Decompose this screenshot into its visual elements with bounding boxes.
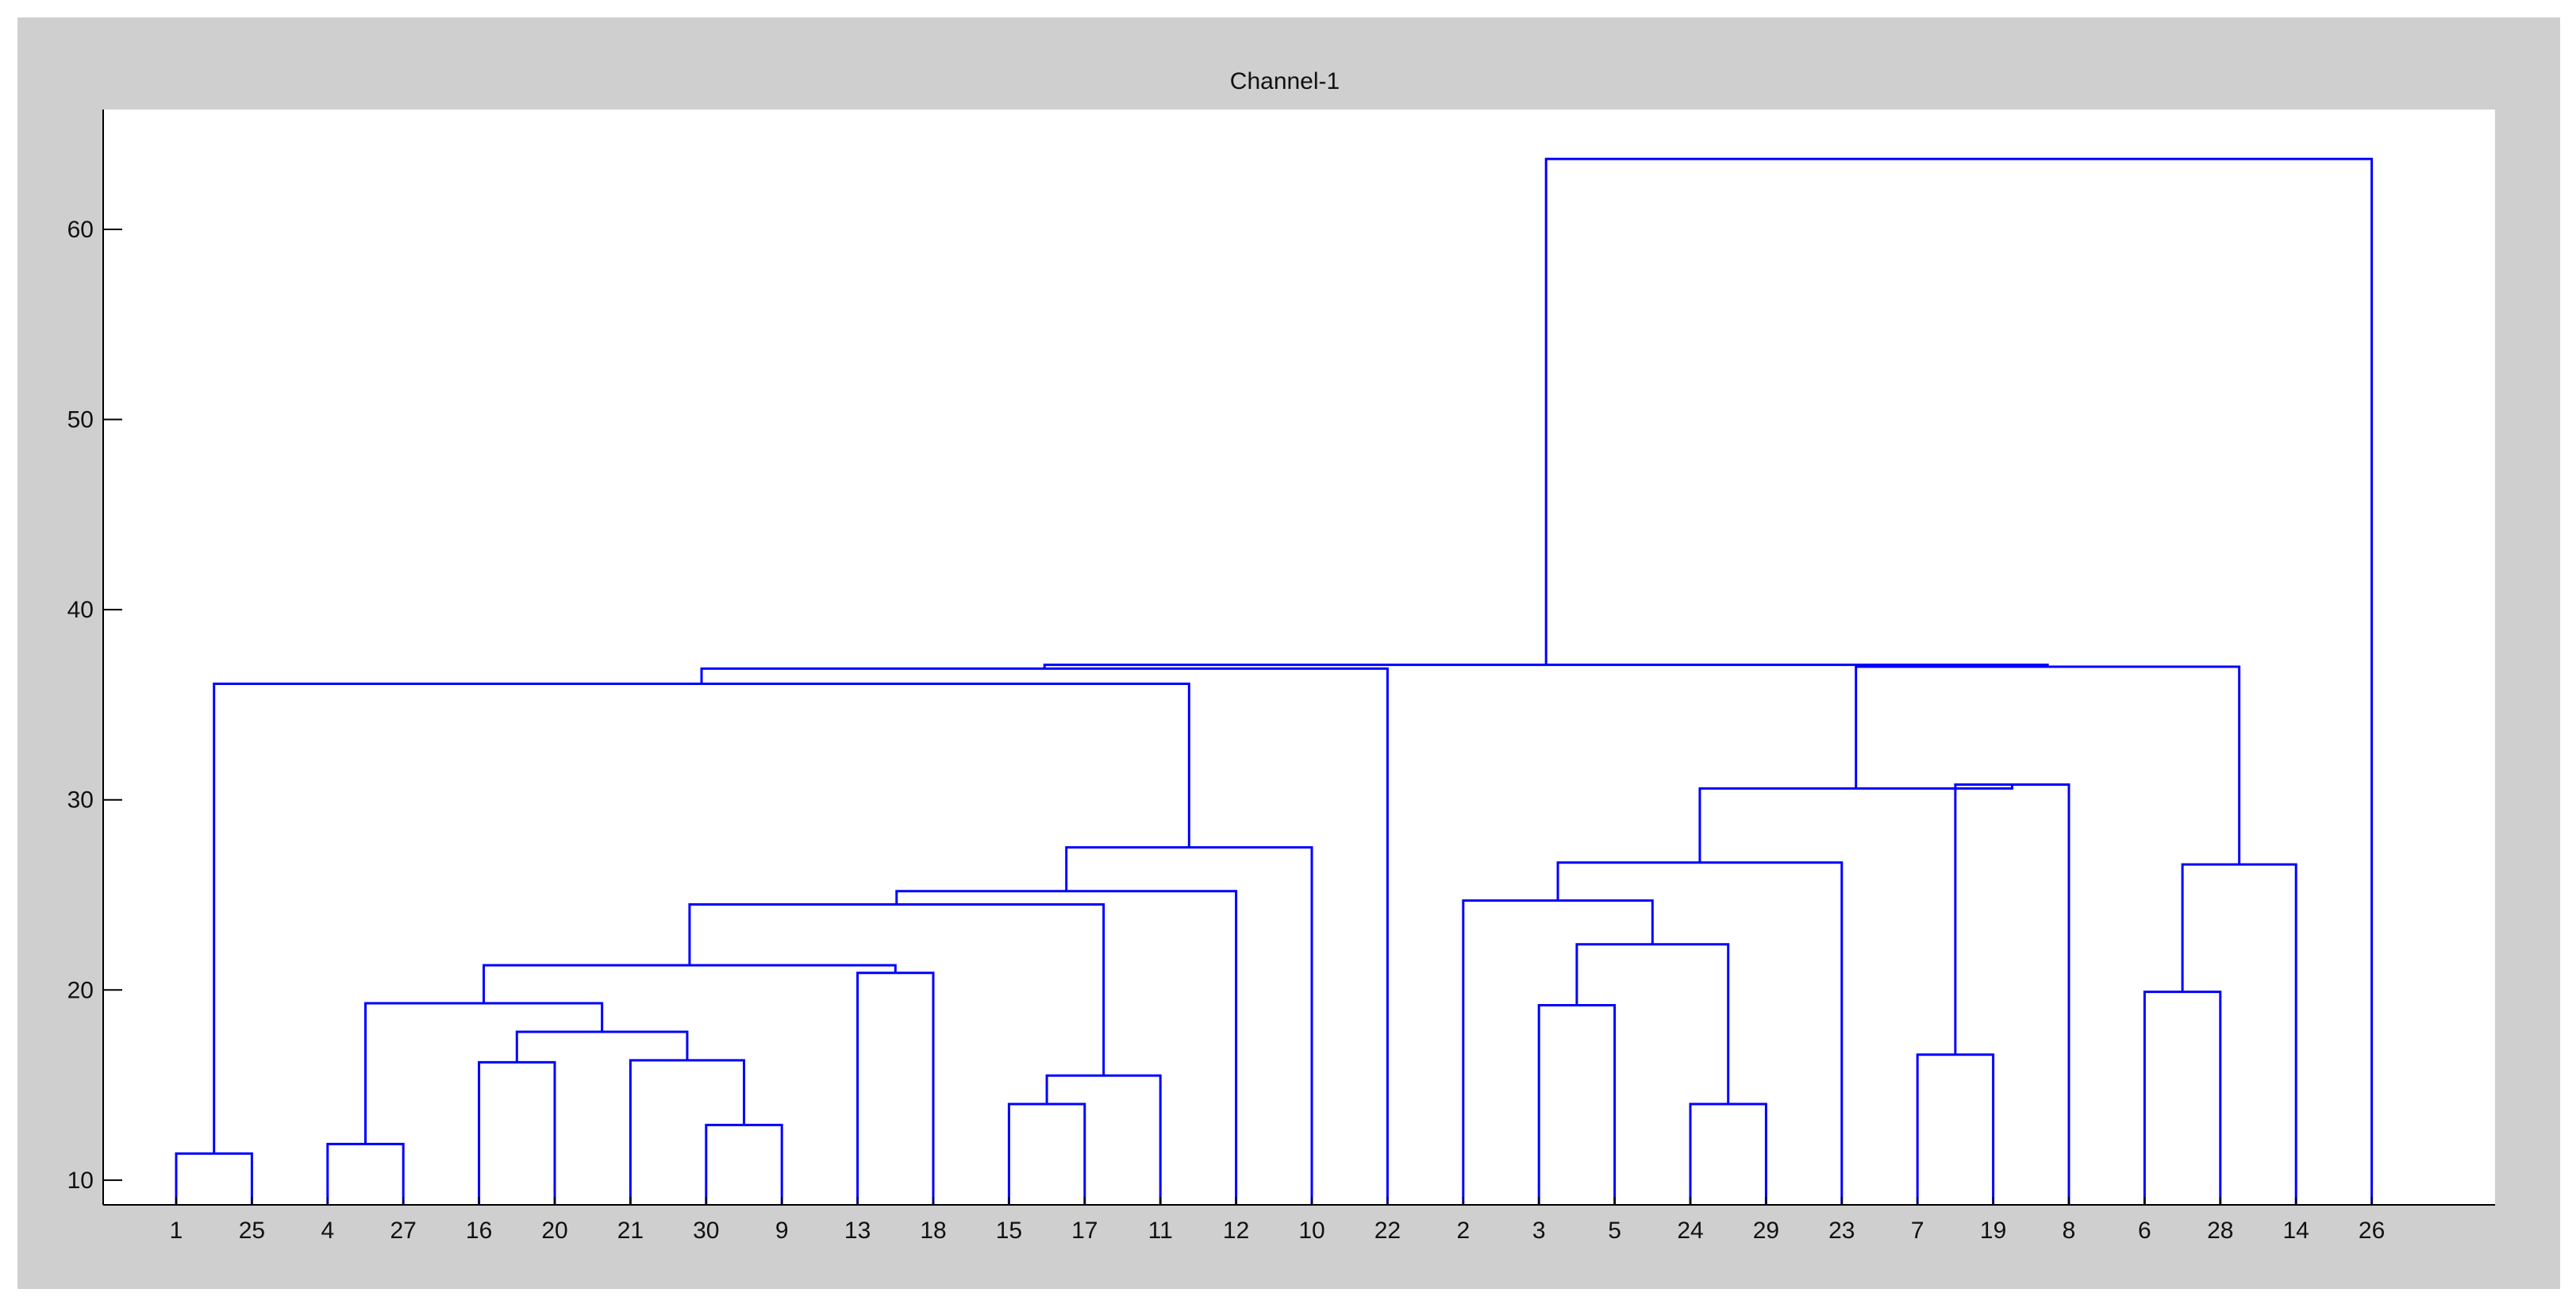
x-tick-label: 1	[170, 1218, 183, 1244]
figure-window: Channel-1 10 20 30 40 50 60 1 25 4 27 16 20 21 30 9 13 1…	[17, 17, 2560, 1289]
link-A6	[515, 1030, 689, 1063]
link-A9	[483, 964, 897, 1004]
link-B4	[1462, 899, 1654, 1205]
x-tick-label: 2	[1456, 1218, 1470, 1244]
link-A4	[705, 1123, 783, 1205]
x-tick-label: 8	[2063, 1218, 2076, 1244]
link-A13	[895, 890, 1238, 1205]
x-tick-label: 25	[239, 1218, 265, 1244]
y-tick-label: 20	[67, 977, 94, 1003]
link-B6	[1916, 1053, 1995, 1205]
y-tick-label: 50	[67, 407, 94, 433]
x-tick-label: 30	[693, 1218, 719, 1244]
link-A8	[856, 971, 935, 1205]
x-tick-label: 9	[775, 1218, 789, 1244]
x-tick-label: 23	[1828, 1218, 1855, 1244]
x-tick-label: 19	[1980, 1218, 2006, 1244]
link-C1	[2143, 991, 2222, 1205]
link-C2	[2181, 863, 2297, 1205]
x-tick-label: 13	[844, 1218, 871, 1244]
x-tick-label: 17	[1071, 1218, 1098, 1244]
plot-area	[103, 110, 2495, 1205]
x-tick-label: 7	[1911, 1218, 1924, 1244]
dendrogram-links	[175, 157, 2374, 1205]
x-tick-label: 27	[390, 1218, 417, 1244]
link-ROOT	[1544, 157, 2374, 1205]
x-tick-label: 26	[2359, 1218, 2385, 1244]
x-tick-label: 21	[617, 1218, 644, 1244]
x-tick-label: 24	[1677, 1218, 1703, 1244]
link-A5	[629, 1059, 745, 1205]
x-tick-label: 29	[1753, 1218, 1779, 1244]
x-tick-label: 6	[2138, 1218, 2151, 1244]
x-tick-label: 3	[1532, 1218, 1546, 1244]
link-B2	[1537, 1003, 1617, 1205]
x-tick-label: 14	[2283, 1218, 2309, 1244]
x-tick-label: 11	[1148, 1218, 1173, 1244]
link-B8	[1698, 784, 2013, 863]
y-tick-label: 60	[67, 217, 94, 243]
x-tick-label: 20	[541, 1218, 567, 1244]
y-tick-label: 40	[67, 597, 94, 623]
chart-title: Channel-1	[1230, 68, 1340, 94]
x-tick-label: 4	[321, 1218, 334, 1244]
link-A12	[688, 902, 1105, 1076]
x-tick-label: 12	[1223, 1218, 1249, 1244]
x-tick-label: 28	[2207, 1218, 2233, 1244]
link-A15	[213, 683, 1190, 1154]
x-tick-label: 10	[1298, 1218, 1325, 1244]
y-tick-label: 30	[67, 787, 94, 814]
x-tick-label: 15	[996, 1218, 1022, 1244]
x-tick-label: 18	[920, 1218, 946, 1244]
y-tick-label: 10	[67, 1168, 94, 1194]
x-tick-label: 16	[466, 1218, 492, 1244]
x-tick-label: 5	[1608, 1218, 1621, 1244]
x-tick-label: 22	[1375, 1218, 1401, 1244]
